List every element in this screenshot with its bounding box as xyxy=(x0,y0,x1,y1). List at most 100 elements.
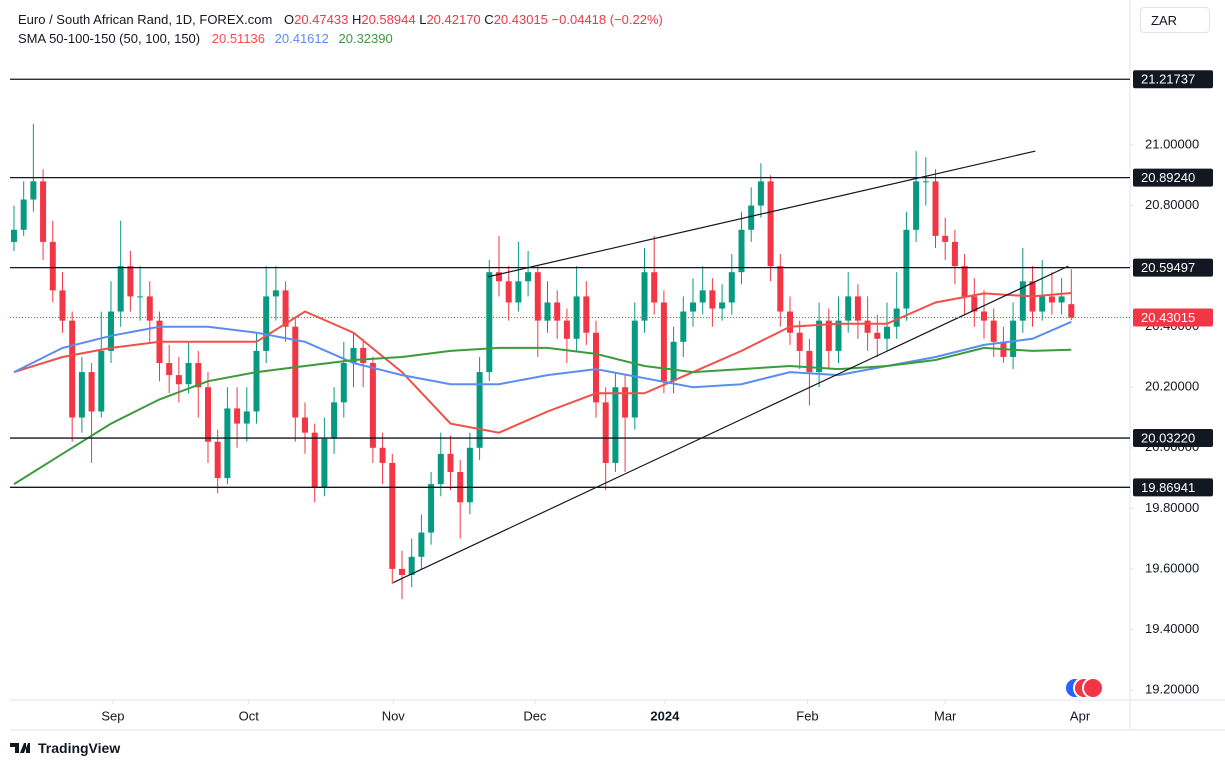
candle-body xyxy=(767,181,774,267)
symbol-title: Euro / South African Rand, 1D, FOREX.com xyxy=(18,12,273,27)
candle-body xyxy=(1039,296,1046,312)
candle-body xyxy=(631,320,638,418)
trend-line xyxy=(488,150,1036,278)
candle-body xyxy=(641,272,648,321)
candle-body xyxy=(573,296,580,339)
level-label-box xyxy=(1133,70,1213,89)
candle-body xyxy=(1068,304,1075,318)
candle-body xyxy=(505,281,512,303)
candle-body xyxy=(612,387,619,463)
level-label-box xyxy=(1133,429,1213,448)
currency-button[interactable]: ZAR xyxy=(1140,7,1210,33)
level-label: 20.89240 xyxy=(1141,170,1195,185)
candle-body xyxy=(175,375,182,385)
ohlc-letter: L xyxy=(419,12,427,27)
candle-body xyxy=(787,311,794,333)
y-tick-label: 19.60000 xyxy=(1145,560,1199,575)
candle-body xyxy=(602,402,609,463)
candle-body xyxy=(30,181,37,200)
candle-body xyxy=(466,447,473,503)
candle-body xyxy=(253,350,260,412)
candle-body xyxy=(321,438,328,488)
candle-body xyxy=(428,484,435,533)
change: −0.04418 (−0.22%) xyxy=(551,12,663,27)
candle-body xyxy=(884,326,891,339)
candle-body xyxy=(224,408,231,479)
candle-body xyxy=(622,387,629,418)
candle-body xyxy=(1019,281,1026,321)
candle-body xyxy=(583,296,590,333)
candle-body xyxy=(806,350,813,373)
candle-body xyxy=(166,363,173,376)
candle-body xyxy=(495,272,502,282)
candle-body xyxy=(825,320,832,351)
candle-body xyxy=(534,272,541,321)
candle-body xyxy=(951,241,958,267)
candle-body xyxy=(292,326,299,418)
level-label-box xyxy=(1133,168,1213,187)
candle-body xyxy=(476,372,483,448)
brand-logo xyxy=(10,743,30,753)
level-label: 20.03220 xyxy=(1141,430,1195,445)
candle-body xyxy=(893,308,900,327)
x-tick-label: Mar xyxy=(934,708,957,723)
candle-body xyxy=(20,199,27,230)
header-line: Euro / South African Rand, 1D, FOREX.com… xyxy=(18,12,663,27)
sma-value: 20.51136 xyxy=(211,31,266,46)
y-tick-label: 20.80000 xyxy=(1145,197,1199,212)
x-tick-label: Apr xyxy=(1070,708,1091,723)
candle-body xyxy=(903,229,910,309)
candle-body xyxy=(864,320,871,333)
candle-body xyxy=(845,296,852,321)
indicator-name: SMA 50-100-150 (50, 100, 150) xyxy=(18,31,201,46)
ohlc-value: 20.58944 xyxy=(361,12,416,27)
candle-body xyxy=(854,296,861,321)
x-tick-label: Nov xyxy=(382,708,406,723)
y-tick-label: 21.00000 xyxy=(1145,136,1199,151)
y-tick-label: 19.40000 xyxy=(1145,621,1199,636)
candle-body xyxy=(98,350,105,412)
sma-line xyxy=(13,346,1072,485)
candle-body xyxy=(515,281,522,303)
candle-body xyxy=(874,332,881,339)
candle-body xyxy=(835,320,842,351)
ohlc-value: 20.42170 xyxy=(426,12,481,27)
candle-body xyxy=(360,347,367,364)
indicator-line[interactable]: SMA 50-100-150 (50, 100, 150) 20.51136 2… xyxy=(18,31,399,46)
candle-body xyxy=(146,296,153,321)
candle-body xyxy=(331,402,338,439)
x-tick-label: Oct xyxy=(239,708,260,723)
sma-value: 20.41612 xyxy=(274,31,329,46)
candle-body xyxy=(263,296,270,351)
last-price-box xyxy=(1133,308,1213,327)
candle-body xyxy=(340,363,347,403)
ohlc-letter: C xyxy=(484,12,494,27)
candle-body xyxy=(408,556,415,575)
y-tick-label: 19.80000 xyxy=(1145,500,1199,515)
candle-body xyxy=(389,462,396,569)
last-price-label: 20.43015 xyxy=(1141,310,1195,325)
trend-line xyxy=(393,265,1069,584)
sma-value: 20.32390 xyxy=(338,31,393,46)
candle-body xyxy=(204,387,211,442)
candle-body xyxy=(127,266,134,297)
brand[interactable]: TradingView xyxy=(10,740,120,756)
candle-body xyxy=(709,290,716,309)
candle-body xyxy=(563,320,570,339)
candle-body xyxy=(942,235,949,242)
candle-body xyxy=(1058,296,1065,303)
candle-body xyxy=(311,432,318,488)
candle-body xyxy=(350,347,357,364)
candle-body xyxy=(680,311,687,342)
sma-line xyxy=(13,320,1072,389)
level-label: 21.21737 xyxy=(1141,72,1195,87)
candle-body xyxy=(651,272,658,303)
candle-body xyxy=(728,272,735,303)
candle-body xyxy=(796,332,803,351)
level-label-box xyxy=(1133,478,1213,497)
candle-body xyxy=(486,272,493,373)
brand-name: TradingView xyxy=(38,740,121,756)
ohlc-value: 20.47433 xyxy=(294,12,349,27)
y-tick-label: 20.20000 xyxy=(1145,379,1199,394)
